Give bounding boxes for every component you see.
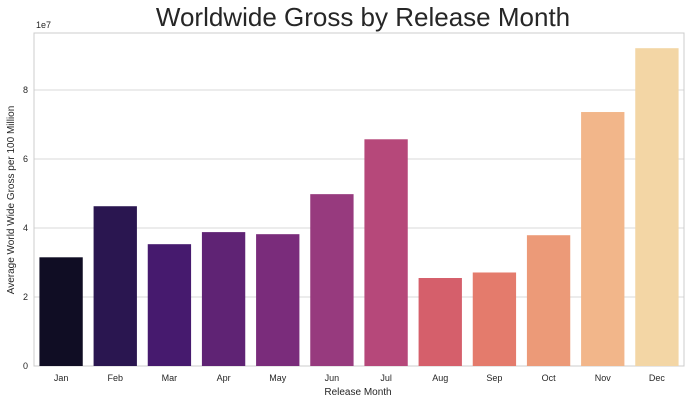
bar <box>39 257 83 366</box>
bar <box>147 244 192 366</box>
y-tick-label: 4 <box>23 223 28 233</box>
bar <box>581 112 625 366</box>
bar <box>256 234 300 366</box>
x-tick-label: Jan <box>54 373 69 383</box>
x-tick-label: Sep <box>486 373 502 383</box>
bar <box>201 232 246 366</box>
x-tick-label: Oct <box>542 373 557 383</box>
bar <box>472 272 517 366</box>
bar <box>526 235 571 366</box>
x-tick-label: Jun <box>325 373 340 383</box>
x-tick-label: Dec <box>649 373 666 383</box>
y-tick-label: 8 <box>23 85 28 95</box>
x-tick-label: Mar <box>162 373 178 383</box>
x-tick-label: Aug <box>432 373 448 383</box>
bar <box>635 48 679 367</box>
x-tick-label: Jul <box>380 373 392 383</box>
plot-area: 0 2 4 6 8 Jan Feb Mar Apr May Jun Jul Aug Sep Oct Nov De… <box>23 32 685 383</box>
y-tick-label: 0 <box>23 361 28 371</box>
bar <box>418 278 462 366</box>
y-tick-label: 6 <box>23 154 28 164</box>
x-tick-label: Nov <box>595 373 612 383</box>
y-tick-label: 2 <box>23 292 28 302</box>
x-tick-label: May <box>269 373 287 383</box>
y-axis-label: Average World Wide Gross per 100 Million <box>6 106 17 295</box>
x-tick-label: Feb <box>107 373 123 383</box>
x-tick-label: Apr <box>217 373 231 383</box>
bar <box>310 194 354 366</box>
x-axis-label: Release Month <box>324 387 391 398</box>
chart-title: Worldwide Gross by Release Month <box>156 2 570 32</box>
plot-frame <box>33 32 685 367</box>
bar <box>364 139 408 366</box>
y-scale-label: 1e7 <box>36 20 51 30</box>
bar <box>93 206 137 366</box>
